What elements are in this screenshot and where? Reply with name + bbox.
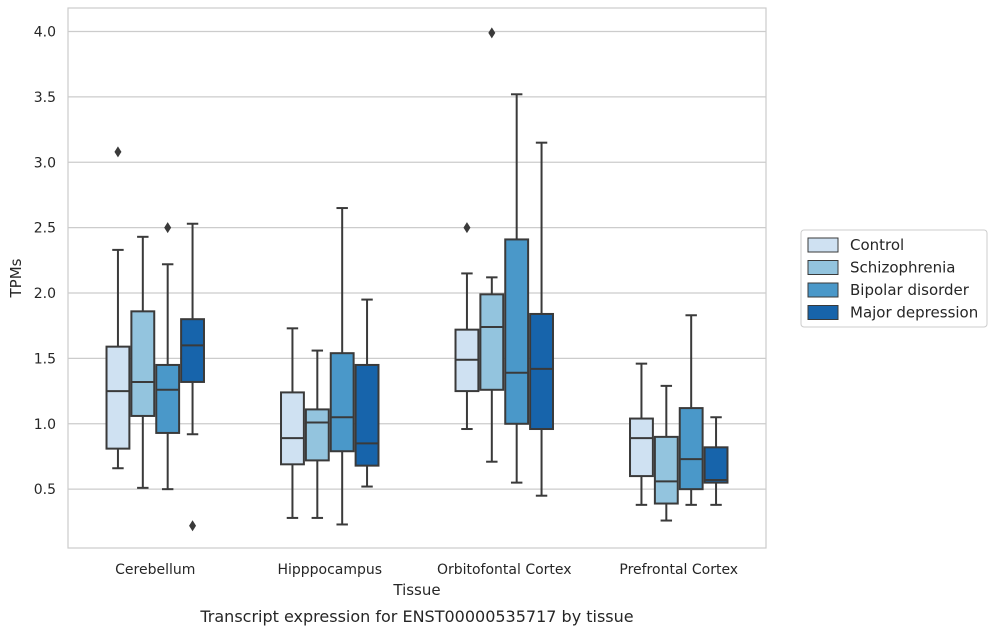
box-major-depression: [703, 416, 729, 506]
iqr-box: [629, 417, 654, 478]
outlier-point: [114, 146, 122, 158]
box-major-depression: [354, 298, 380, 488]
box-major-depression: [529, 141, 554, 497]
y-tick-label: 1.0: [34, 417, 56, 433]
iqr-box: [304, 408, 330, 462]
iqr-box: [354, 363, 380, 467]
legend-label: Major depression: [850, 304, 978, 322]
legend-label: Bipolar disorder: [850, 281, 970, 299]
box-series: [105, 27, 729, 532]
outlier-point: [189, 520, 197, 532]
box-control: [454, 222, 480, 431]
y-tick-label: 4.0: [34, 25, 56, 41]
y-tick-labels: 0.5 1.0 1.5 2.0 2.5 3.0 3.5 4.0: [34, 25, 56, 499]
legend-swatch: [807, 260, 839, 275]
y-tick-label: 0.5: [34, 482, 56, 498]
x-tick-labels: Cerebellum Hipppocampus Orbitofontal Corte…: [115, 562, 738, 578]
box-schizophrenia: [479, 27, 505, 463]
legend-frame: [800, 229, 988, 328]
legend-label: Schizophrenia: [850, 259, 955, 277]
box-control: [629, 362, 654, 506]
y-tick-label: 3.5: [34, 90, 56, 106]
x-tick-label: Cerebellum: [115, 562, 195, 578]
iqr-box: [329, 352, 355, 453]
outlier-point: [164, 222, 172, 234]
box-schizophrenia: [653, 384, 679, 522]
y-tick-label: 1.5: [34, 351, 56, 367]
box-control: [105, 146, 131, 470]
y-tick-label: 2.0: [34, 286, 56, 302]
y-tick-label: 3.0: [34, 155, 56, 171]
y-tick-label: 2.5: [34, 221, 56, 237]
iqr-box: [105, 345, 131, 450]
iqr-box: [280, 391, 305, 466]
iqr-box: [703, 446, 729, 484]
iqr-box: [155, 363, 181, 434]
box-major-depression: [180, 222, 205, 532]
box-bipolar-disorder: [329, 207, 355, 526]
iqr-box: [130, 310, 156, 417]
plot-frame: [67, 7, 767, 549]
x-tick-label: Hipppocampus: [277, 562, 382, 578]
box-control: [280, 327, 305, 519]
chart-caption: Transcript expression for ENST0000053571…: [199, 607, 633, 626]
iqr-box: [504, 238, 530, 425]
iqr-box: [678, 407, 704, 491]
legend-swatch: [807, 305, 839, 320]
iqr-box: [479, 293, 505, 391]
x-axis-label: Tissue: [392, 581, 440, 599]
x-tick-label: Prefrontal Cortex: [619, 562, 738, 578]
legend-swatch: [807, 282, 839, 298]
outlier-point: [463, 222, 471, 234]
iqr-box: [653, 435, 679, 505]
box-schizophrenia: [130, 235, 156, 489]
legend-swatch: [807, 237, 839, 253]
x-tick-label: Orbitofontal Cortex: [437, 562, 572, 578]
y-axis-label: TPMs: [7, 258, 25, 298]
iqr-box: [529, 312, 554, 431]
box-bipolar-disorder: [678, 314, 704, 506]
legend-label: Control: [850, 236, 904, 254]
box-bipolar-disorder: [155, 222, 181, 491]
legend: Control Schizophrenia Bipolar disorder Majo…: [800, 229, 988, 328]
iqr-box: [180, 318, 205, 383]
box-bipolar-disorder: [504, 93, 530, 484]
box-schizophrenia: [304, 349, 330, 519]
outlier-point: [488, 27, 496, 39]
